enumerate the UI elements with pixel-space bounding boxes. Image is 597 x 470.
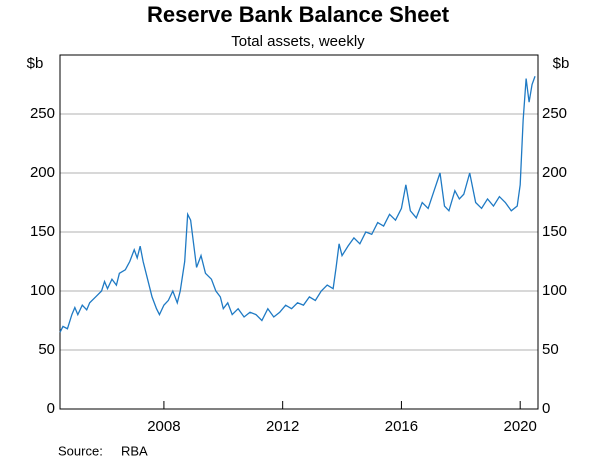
plot-frame — [59, 54, 539, 410]
chart-title: Reserve Bank Balance Sheet — [147, 2, 450, 27]
y2-tick-label: 50 — [542, 341, 559, 358]
x-tick-label: 2020 — [503, 418, 536, 435]
y-tick-label: 150 — [30, 223, 55, 240]
y2-tick-label: 100 — [542, 282, 567, 299]
y-axis-label: $b — [27, 55, 44, 72]
chart-subtitle: Total assets, weekly — [231, 33, 365, 50]
y-tick-label: 100 — [30, 282, 55, 299]
x-tick-label: 2012 — [266, 418, 299, 435]
x-tick-label: 2016 — [385, 418, 418, 435]
y2-tick-label: 200 — [542, 164, 567, 181]
y-tick-label: 200 — [30, 164, 55, 181]
y-tick-label: 250 — [30, 105, 55, 122]
source: RBA — [121, 443, 148, 458]
y2-axis-label: $b — [553, 55, 570, 72]
source-label: Source: — [58, 443, 103, 458]
line-series — [59, 76, 536, 333]
y2-tick-label: 0 — [542, 400, 550, 417]
y-tick-label: 0 — [47, 400, 55, 417]
y-tick-label: 50 — [38, 341, 55, 358]
y2-tick-label: 150 — [542, 223, 567, 240]
x-tick-label: 2008 — [147, 418, 180, 435]
y2-tick-label: 250 — [542, 105, 567, 122]
